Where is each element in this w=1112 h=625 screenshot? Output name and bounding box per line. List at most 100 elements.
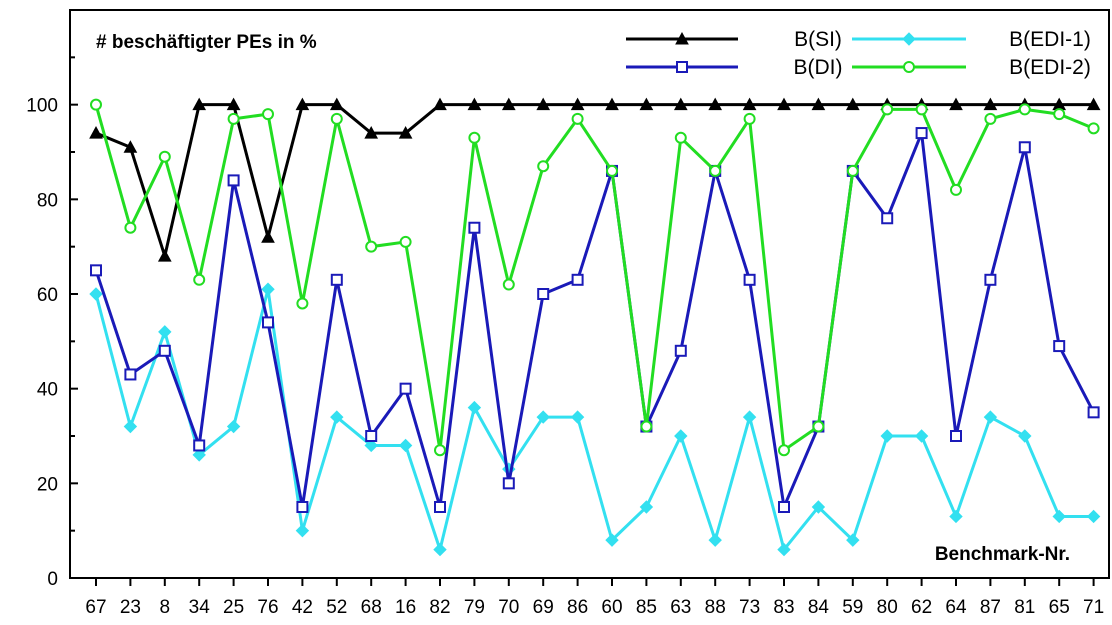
series-B(DI) — [90, 127, 1100, 513]
series-B(EDI-1) — [89, 282, 1101, 557]
data-point — [984, 112, 997, 125]
data-point — [330, 273, 343, 286]
data-point — [502, 477, 515, 490]
data-point — [467, 97, 482, 111]
data-point — [640, 420, 653, 433]
legend-label: B(EDI-2) — [1009, 56, 1091, 79]
legend-marker — [676, 61, 688, 73]
x-tick-label: 87 — [980, 597, 1001, 618]
legend-entry: B(EDI-2) — [852, 56, 1091, 79]
x-tick-label: 82 — [429, 597, 450, 618]
data-point — [193, 273, 206, 286]
data-point — [674, 131, 687, 144]
data-point — [329, 97, 344, 111]
x-tick-label: 63 — [670, 597, 691, 618]
data-point — [398, 438, 413, 453]
data-point — [365, 430, 378, 442]
data-point — [742, 410, 757, 424]
data-point — [743, 112, 756, 125]
data-point — [364, 126, 379, 139]
data-point — [468, 131, 481, 144]
data-point — [467, 400, 482, 415]
data-point — [1018, 103, 1031, 116]
x-axis-title: Benchmark-Nr. — [935, 544, 1070, 565]
data-point — [536, 97, 551, 111]
series-line — [94, 131, 1095, 509]
data-point — [950, 183, 962, 196]
y-tick-label: 20 — [37, 474, 58, 495]
data-point — [743, 273, 756, 286]
data-point — [158, 150, 171, 163]
data-point — [605, 533, 619, 547]
legend: B(SI) B(DI) B(EDI-1) B(EDI-2) — [626, 28, 1091, 79]
data-point — [192, 448, 206, 462]
data-point — [227, 174, 240, 187]
x-tick-label: 23 — [120, 597, 141, 618]
data-point — [778, 444, 790, 457]
data-point — [1018, 429, 1032, 443]
data-point — [330, 112, 343, 125]
data-point — [984, 273, 997, 286]
x-tick-label: 88 — [705, 597, 726, 618]
data-point — [571, 273, 584, 286]
data-point — [812, 420, 825, 433]
data-point — [1086, 97, 1101, 111]
x-tick-label: 8 — [160, 597, 171, 618]
data-point — [570, 410, 585, 424]
x-tick-label: 25 — [223, 597, 244, 618]
data-point — [1053, 108, 1066, 121]
series-layer — [89, 97, 1101, 557]
data-point — [537, 288, 550, 300]
x-tick-label: 69 — [533, 597, 554, 618]
data-point — [295, 523, 310, 538]
data-point — [742, 97, 757, 111]
legend-label: B(DI) — [794, 56, 843, 79]
y-tick-label: 80 — [37, 190, 58, 211]
data-point — [261, 230, 275, 243]
series-B(EDI-2) — [90, 98, 1100, 457]
data-point — [502, 278, 515, 291]
data-point — [89, 287, 103, 301]
data-point — [537, 160, 550, 173]
data-point — [1087, 406, 1100, 419]
data-point — [673, 97, 688, 111]
data-point — [983, 97, 998, 111]
data-point — [915, 103, 928, 116]
data-point — [434, 444, 446, 457]
data-point — [89, 126, 103, 139]
series-line — [95, 103, 1094, 258]
data-point — [123, 140, 138, 153]
data-point — [639, 97, 654, 111]
data-point — [123, 419, 138, 434]
data-point — [90, 264, 102, 277]
data-point — [399, 382, 412, 395]
x-tick-label: 81 — [1014, 597, 1035, 618]
data-point — [192, 97, 207, 111]
data-point — [845, 97, 860, 111]
y-axis: 0 20 40 60 80 100 — [26, 9, 78, 590]
x-tick-label: 73 — [739, 597, 760, 618]
data-point — [914, 429, 929, 443]
x-tick-label: 59 — [842, 597, 863, 618]
data-point — [90, 98, 102, 111]
data-point — [674, 344, 687, 357]
data-point — [1087, 122, 1100, 135]
legend-marker — [903, 61, 915, 73]
data-point — [365, 240, 378, 253]
x-tick-label: 60 — [601, 597, 622, 618]
data-point — [949, 97, 963, 111]
legend-label: B(SI) — [794, 28, 842, 51]
x-tick-label: 64 — [945, 597, 967, 618]
data-point — [433, 97, 447, 111]
data-point — [570, 97, 585, 111]
x-tick-label: 52 — [326, 597, 347, 618]
data-point — [708, 533, 722, 547]
data-point — [296, 501, 309, 513]
data-point — [158, 344, 171, 357]
x-tick-label: 70 — [498, 597, 519, 618]
data-point — [262, 108, 274, 121]
data-point — [434, 501, 446, 513]
data-point — [1053, 340, 1066, 353]
data-point — [536, 410, 550, 424]
x-tick-label: 42 — [292, 597, 313, 618]
